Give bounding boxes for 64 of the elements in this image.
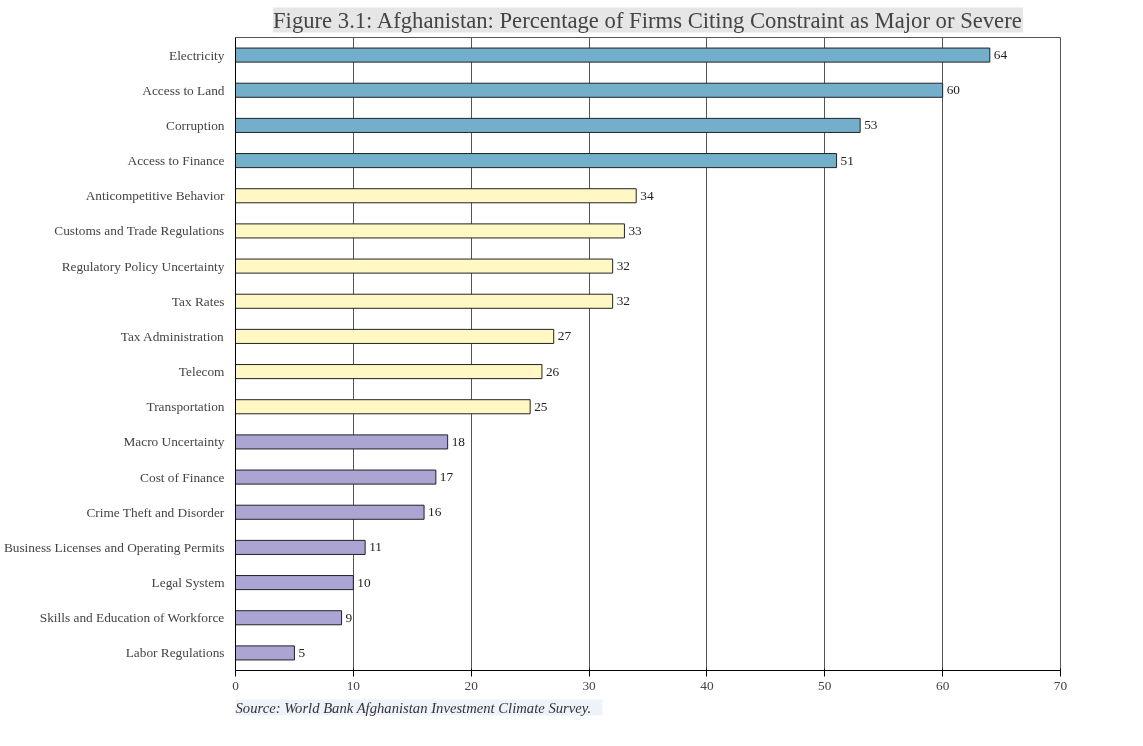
data-label: 32 (616, 293, 630, 309)
x-tick-label: 30 (582, 677, 597, 693)
bar (235, 539, 366, 555)
data-label: 10 (357, 574, 372, 590)
y-tick-label: Anticompetitive Behavior (85, 188, 226, 204)
bar (235, 47, 991, 63)
y-tick-label: Macro Uncertainty (123, 434, 225, 450)
data-label: 64 (993, 47, 1008, 63)
bar (235, 82, 944, 98)
y-tick-label: Legal System (151, 575, 226, 591)
bar (235, 258, 614, 274)
bar (235, 575, 354, 591)
y-tick-label: Skills and Education of Workforce (39, 610, 225, 626)
x-tick-label: 50 (818, 677, 832, 693)
y-tick-label: Access to Land (142, 82, 225, 98)
data-label: 26 (545, 363, 560, 379)
bar (235, 293, 614, 309)
x-tick-label: 70 (1053, 677, 1068, 693)
source-note: Source: World Bank Afghanistan Investment Climate Survey. (235, 699, 592, 716)
bar (235, 364, 543, 380)
data-label: 32 (616, 258, 630, 274)
y-tick-label: Business Licenses and Operating Permits (3, 539, 225, 555)
data-label: 17 (439, 469, 454, 485)
data-label: 53 (864, 117, 878, 133)
bar (235, 645, 295, 661)
y-tick-label: Crime Theft and Disorder (86, 504, 225, 520)
data-label: 18 (451, 433, 466, 449)
bar (235, 117, 861, 133)
y-tick-label: Corruption (166, 117, 225, 133)
bar (235, 223, 625, 239)
bar (235, 504, 425, 520)
y-tick-label: Electricity (168, 47, 225, 63)
x-tick-label: 10 (346, 677, 361, 693)
data-label: 5 (298, 644, 306, 660)
data-label: 60 (946, 82, 961, 98)
x-tick-label: 60 (935, 677, 950, 693)
bar (235, 153, 838, 169)
data-label: 27 (557, 328, 572, 344)
x-tick-label: 0 (232, 677, 240, 693)
data-label: 16 (428, 504, 442, 520)
x-tick-label: 20 (464, 677, 479, 693)
y-tick-label: Transportation (146, 399, 225, 415)
y-tick-label: Tax Rates (171, 293, 225, 309)
bar (235, 610, 343, 626)
y-tick-label: Labor Regulations (125, 645, 225, 661)
y-tick-label: Cost of Finance (140, 469, 225, 485)
bar (235, 328, 555, 344)
data-label: 11 (369, 539, 382, 555)
bar (235, 434, 449, 450)
y-tick-label: Customs and Trade Regulations (54, 223, 225, 239)
y-tick-label: Tax Administration (120, 328, 225, 344)
data-label: 25 (534, 398, 548, 414)
bar (235, 469, 437, 485)
bar (235, 188, 637, 204)
y-tick-label: Access to Finance (127, 153, 225, 169)
bar (235, 399, 531, 415)
y-tick-label: Regulatory Policy Uncertainty (61, 258, 225, 274)
data-label: 34 (640, 187, 654, 203)
y-tick-label: Telecom (178, 364, 226, 380)
data-label: 9 (345, 609, 353, 625)
data-label: 51 (840, 152, 854, 168)
data-label: 33 (628, 222, 643, 238)
x-tick-label: 40 (700, 677, 714, 693)
chart-title: Figure 3.1: Afghanistan: Percentage of Firms Citing Constraint as Major or Severe (272, 7, 1022, 33)
